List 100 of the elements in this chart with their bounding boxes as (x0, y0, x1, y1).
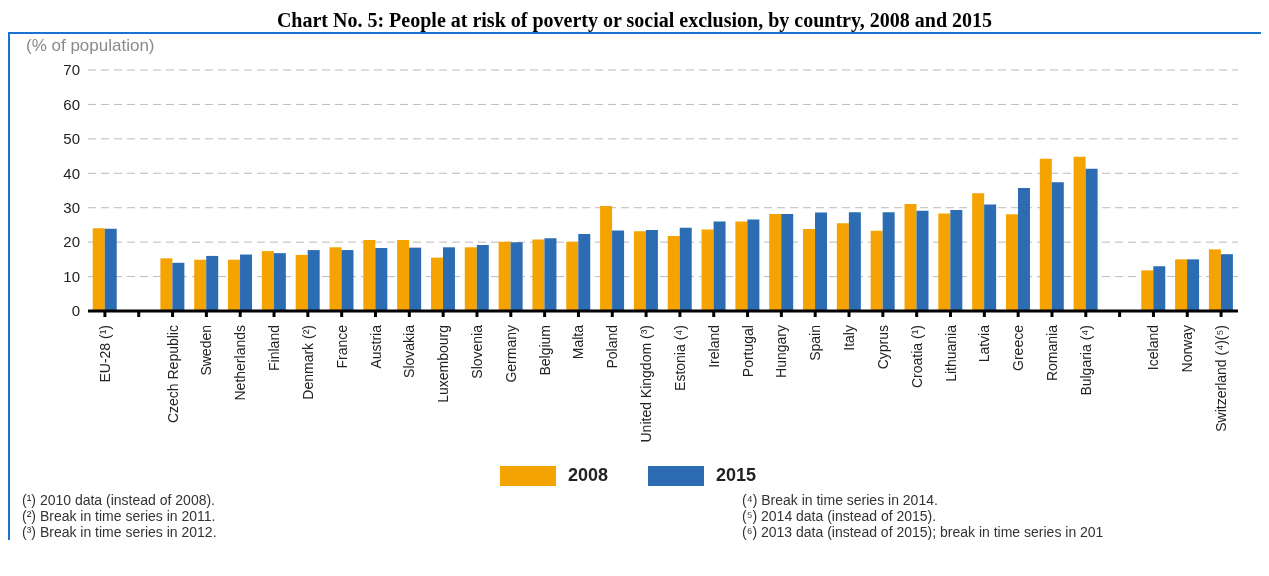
x-tick-label: Slovakia (401, 324, 418, 378)
x-tick-label: Poland (604, 325, 621, 369)
bar (600, 205, 613, 311)
x-tick-label: Denmark (²) (299, 325, 316, 400)
bar (984, 204, 997, 311)
bar (612, 230, 625, 311)
bar (836, 223, 849, 311)
y-tick-label: 50 (63, 130, 80, 148)
bar (848, 212, 861, 311)
bar (1153, 266, 1166, 311)
x-tick-label: Latvia (976, 324, 993, 363)
y-axis-title: (% of population) (26, 36, 156, 56)
bar (781, 213, 794, 311)
chart-title: Chart No. 5: People at risk of poverty or social exclusion, by country, 2008 and 2015 (275, 8, 994, 32)
y-tick-label: 10 (63, 267, 80, 285)
text: (⁶) 2013 data (instead of 2015); break in time series in 201 (742, 524, 1104, 540)
bar (363, 240, 376, 311)
bar (442, 247, 455, 311)
bar (815, 212, 828, 311)
x-tick-label: Finland (266, 325, 283, 371)
bar (1005, 214, 1018, 311)
bar (307, 250, 320, 311)
bar (1141, 270, 1154, 311)
bar (104, 228, 117, 311)
text: (²) Break in time series in 2011. (22, 508, 217, 524)
x-tick-label: Iceland (1145, 325, 1162, 371)
bar (172, 262, 185, 311)
y-tick-label: 40 (63, 164, 80, 182)
bar (870, 230, 883, 311)
bar (295, 254, 308, 311)
text: (¹) 2010 data (instead of 2008). (22, 492, 216, 508)
bar (273, 253, 286, 311)
x-tick-label: Cyprus (874, 325, 891, 370)
bar (341, 250, 354, 311)
bar (578, 233, 591, 311)
bar (679, 227, 692, 311)
y-tick-label: 70 (63, 61, 80, 79)
bar (464, 247, 477, 311)
bar (544, 238, 557, 311)
bar (1175, 259, 1188, 311)
bar (747, 219, 760, 311)
bar (1051, 182, 1064, 311)
bar (645, 230, 658, 311)
x-tick-label: Netherlands (232, 325, 249, 401)
bar (713, 221, 726, 311)
y-tick-label: 0 (71, 302, 80, 320)
legend-label: 2015 (716, 465, 757, 486)
text: (⁵) 2014 data (instead of 2015). (742, 508, 938, 524)
x-tick-label: Norway (1179, 325, 1196, 373)
x-tick-label: Ireland (705, 325, 722, 368)
bar (397, 240, 410, 311)
x-tick-label: Luxembourg (435, 325, 452, 403)
text: (⁴) Break in time series in 2014. (742, 492, 939, 508)
x-tick-label: Malta (570, 324, 587, 360)
x-tick-label: Germany (502, 325, 519, 383)
bar (1073, 156, 1086, 311)
bar (430, 257, 443, 311)
bar (950, 210, 963, 311)
bar (1187, 259, 1200, 311)
bar (667, 235, 680, 311)
bar (375, 248, 388, 311)
x-tick-label: Romania (1043, 324, 1060, 382)
x-tick-label: Sweden (198, 325, 215, 376)
bar (735, 221, 748, 311)
bar (498, 241, 511, 311)
x-tick-label: Belgium (536, 325, 553, 376)
bar (510, 242, 523, 311)
bar (409, 247, 422, 311)
x-tick-label: Hungary (773, 325, 790, 378)
bar (803, 229, 816, 311)
x-tick-label: Italy (841, 325, 858, 351)
x-tick-label: Slovenia (468, 324, 485, 379)
y-tick-label: 60 (63, 95, 80, 113)
bar (916, 210, 929, 311)
bar (92, 228, 105, 311)
bar (1039, 158, 1052, 311)
bar (904, 203, 917, 311)
y-tick-label: 20 (63, 233, 80, 251)
bar (938, 213, 951, 311)
text: (³) Break in time series in 2012. (22, 524, 218, 540)
bar (261, 251, 274, 311)
bar (476, 244, 489, 311)
bar (1220, 254, 1233, 311)
x-tick-label: EU-28 (¹) (96, 325, 113, 383)
bar (633, 231, 646, 311)
x-tick-label: Portugal (739, 325, 756, 378)
bar (1208, 249, 1221, 311)
x-tick-label: Greece (1010, 324, 1027, 371)
bar (160, 258, 173, 311)
x-tick-label: Bulgaria (⁴) (1077, 325, 1094, 396)
x-tick-label: United Kingdom (³) (638, 325, 655, 443)
bar (566, 241, 579, 311)
x-tick-label: Spain (807, 325, 824, 361)
x-tick-label: Austria (367, 324, 384, 369)
bar (882, 212, 895, 311)
x-tick-label: France (333, 324, 350, 369)
bar (1085, 168, 1098, 311)
y-tick-label: 30 (63, 199, 80, 217)
bar (206, 255, 219, 311)
legend-label: 2008 (567, 465, 608, 486)
